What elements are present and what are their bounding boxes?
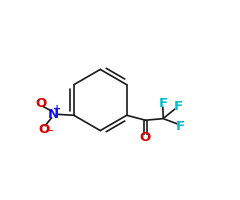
Text: O: O (35, 97, 47, 110)
Text: O: O (38, 123, 49, 136)
Text: N: N (48, 108, 59, 121)
Text: O: O (140, 131, 151, 144)
Text: +: + (53, 104, 61, 114)
Text: −: − (45, 126, 54, 136)
Text: F: F (174, 100, 183, 113)
Text: F: F (158, 97, 168, 110)
Text: F: F (175, 120, 185, 133)
